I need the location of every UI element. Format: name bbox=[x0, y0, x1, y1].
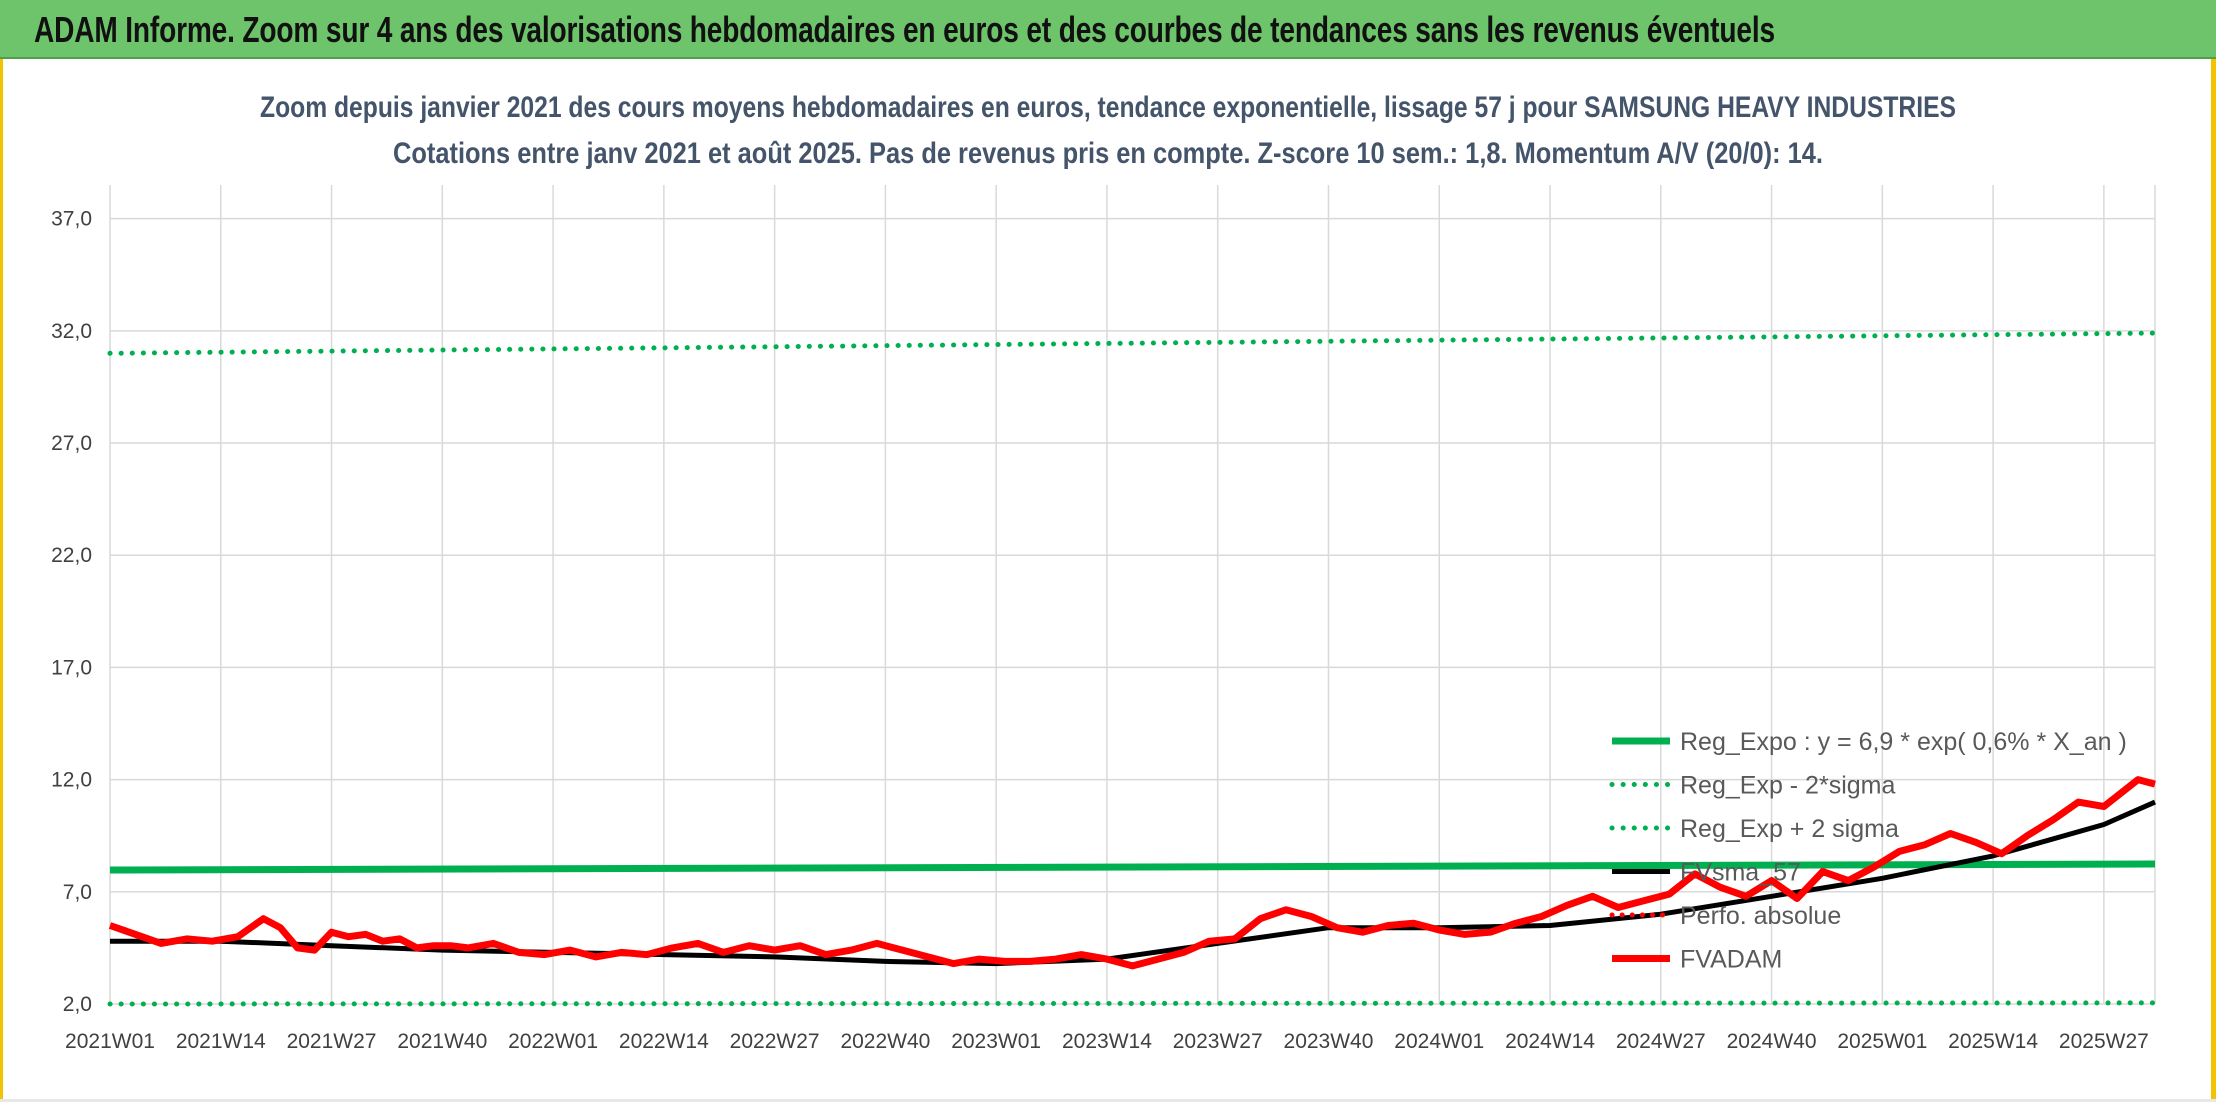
x-tick-label: 2024W01 bbox=[1394, 1030, 1484, 1053]
chart-series bbox=[107, 330, 2158, 1007]
series-reg-exp-plus-2sigma bbox=[107, 330, 2158, 356]
x-tick-label: 2021W27 bbox=[287, 1030, 377, 1053]
y-tick-label: 32,0 bbox=[51, 320, 92, 343]
x-tick-label: 2022W40 bbox=[840, 1030, 930, 1053]
x-tick-label: 2023W27 bbox=[1173, 1030, 1263, 1053]
frame-right-stripe bbox=[2211, 59, 2216, 1102]
x-tick-label: 2023W14 bbox=[1062, 1030, 1152, 1053]
chart-title: Zoom depuis janvier 2021 des cours moyen… bbox=[260, 91, 1956, 124]
y-tick-label: 37,0 bbox=[51, 208, 92, 231]
legend-label: FVsma_57 bbox=[1680, 859, 1801, 887]
y-tick-label: 22,0 bbox=[51, 544, 92, 567]
x-tick-label: 2021W14 bbox=[176, 1030, 266, 1053]
y-tick-label: 2,0 bbox=[63, 993, 92, 1016]
x-tick-label: 2021W01 bbox=[65, 1030, 155, 1053]
x-tick-label: 2022W01 bbox=[508, 1030, 598, 1053]
x-tick-label: 2025W27 bbox=[2059, 1030, 2149, 1053]
chart-subtitle: Cotations entre janv 2021 et août 2025. … bbox=[393, 137, 1823, 170]
x-tick-label: 2022W14 bbox=[619, 1030, 709, 1053]
legend-label: Reg_Exp + 2 sigma bbox=[1680, 815, 1899, 843]
y-axis: 2,0 7,0 12,0 17,0 22,0 27,0 32,0 37,0 bbox=[51, 208, 92, 1016]
y-tick-label: 7,0 bbox=[63, 881, 92, 904]
series-reg-exp-minus-2sigma bbox=[107, 1000, 2158, 1007]
x-tick-label: 2024W40 bbox=[1727, 1030, 1817, 1053]
legend-label: Reg_Exp - 2*sigma bbox=[1680, 772, 1895, 800]
report-title: ADAM Informe. Zoom sur 4 ans des valoris… bbox=[34, 9, 1775, 50]
legend-label: Perfo. absolue bbox=[1680, 902, 1841, 930]
x-tick-label: 2022W27 bbox=[730, 1030, 820, 1053]
x-tick-label: 2021W40 bbox=[397, 1030, 487, 1053]
legend-label: FVADAM bbox=[1680, 946, 1782, 974]
frame-bottom-stripe bbox=[0, 1099, 2216, 1102]
x-tick-label: 2023W40 bbox=[1284, 1030, 1374, 1053]
x-axis: 2021W01 2021W14 2021W27 2021W40 2022W01 2022W… bbox=[65, 1030, 2149, 1053]
report-banner: ADAM Informe. Zoom sur 4 ans des valoris… bbox=[0, 0, 2216, 59]
x-tick-label: 2024W14 bbox=[1505, 1030, 1595, 1053]
x-tick-label: 2025W01 bbox=[1837, 1030, 1927, 1053]
series-reg-expo bbox=[109, 860, 2156, 874]
series-fvadam bbox=[108, 776, 2156, 970]
x-tick-label: 2025W14 bbox=[1948, 1030, 2038, 1053]
frame-left-stripe bbox=[0, 59, 3, 1102]
chart-legend: Reg_Expo : y = 6,9 * exp( 0,6% * X_an ) R… bbox=[1609, 728, 2127, 974]
x-tick-label: 2024W27 bbox=[1616, 1030, 1706, 1053]
valuation-line-chart: Zoom depuis janvier 2021 des cours moyen… bbox=[51, 91, 2158, 1053]
x-tick-label: 2023W01 bbox=[951, 1030, 1041, 1053]
legend-label: Reg_Expo : y = 6,9 * exp( 0,6% * X_an ) bbox=[1680, 728, 2127, 756]
y-tick-label: 12,0 bbox=[51, 769, 92, 792]
y-tick-label: 17,0 bbox=[51, 656, 92, 679]
y-tick-label: 27,0 bbox=[51, 432, 92, 455]
